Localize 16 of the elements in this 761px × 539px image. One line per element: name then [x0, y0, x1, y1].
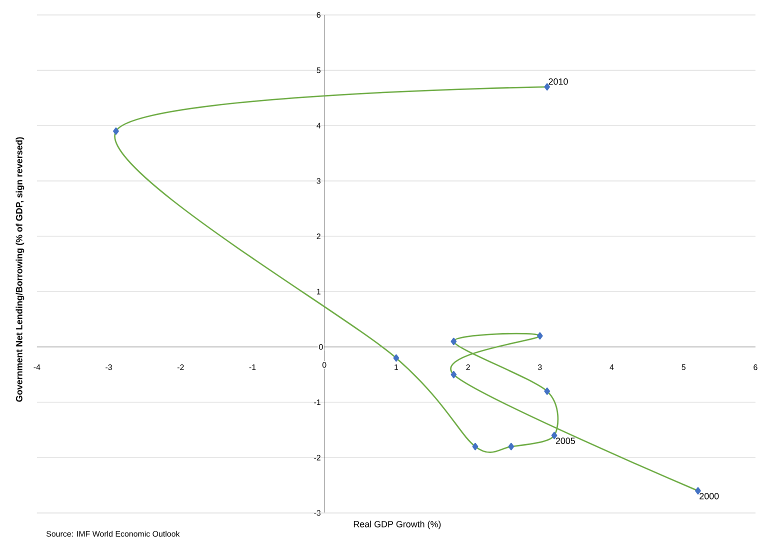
- point: [508, 442, 514, 450]
- point: [113, 128, 119, 135]
- point: [544, 83, 550, 91]
- point: [472, 442, 478, 450]
- annotation: 2005: [556, 438, 576, 444]
- point: [544, 388, 550, 395]
- point: [536, 332, 543, 340]
- point: [393, 354, 400, 362]
- y-axis-title: Government Net Lending/Borrowing (% of GDP, sign reversed): [16, 137, 24, 402]
- point: [450, 370, 457, 378]
- x-axis-title: Real GDP Growth (%): [354, 520, 441, 530]
- annotation: 2000: [700, 493, 719, 500]
- point: [450, 338, 457, 346]
- annotation: 2010: [548, 78, 568, 85]
- point: [551, 432, 558, 440]
- point: [695, 487, 701, 495]
